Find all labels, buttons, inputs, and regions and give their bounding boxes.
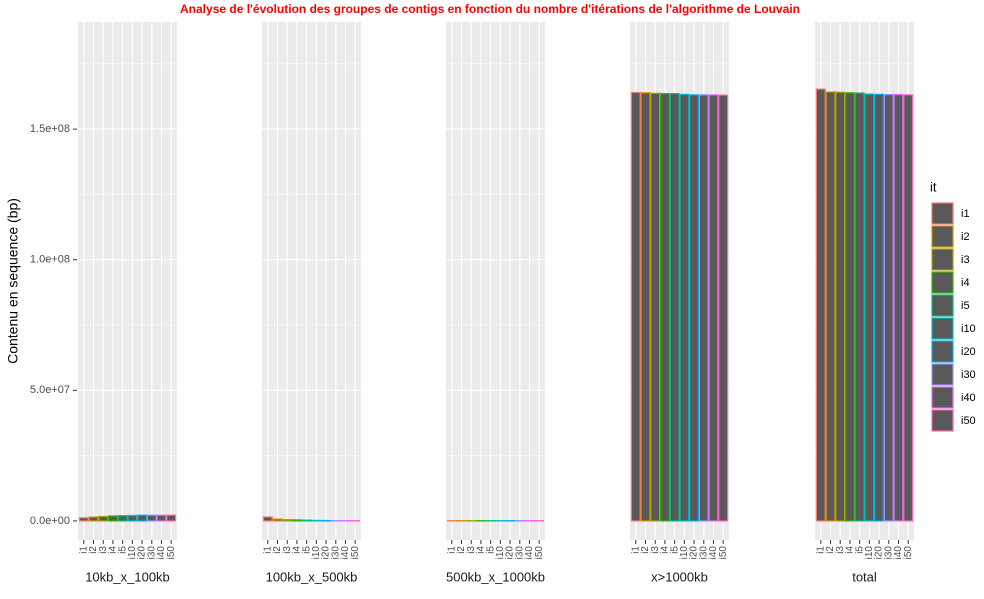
bar	[894, 95, 903, 521]
bar	[846, 93, 855, 521]
bar	[631, 93, 640, 521]
facet-label: 100kb_x_500kb	[266, 569, 358, 584]
bar	[875, 94, 884, 521]
bar	[690, 95, 699, 521]
facet-label: 10kb_x_100kb	[85, 569, 170, 584]
bar	[147, 515, 156, 521]
bar	[89, 517, 98, 521]
bar	[157, 515, 166, 521]
bar	[884, 95, 893, 521]
facet-label: x>1000kb	[651, 569, 708, 584]
legend-key	[932, 226, 953, 247]
bar	[283, 520, 292, 521]
bar	[855, 93, 864, 521]
bar	[699, 95, 708, 521]
legend-label: i40	[961, 392, 976, 404]
panel-background	[446, 22, 545, 540]
bar	[293, 520, 302, 521]
legend-label: i3	[961, 254, 970, 266]
x-tick-label: i50	[350, 546, 361, 560]
bar	[118, 516, 127, 521]
bar	[709, 95, 718, 521]
bar	[138, 515, 147, 521]
y-axis-label: Contenu en sequence (bp)	[5, 198, 21, 364]
bar	[263, 517, 272, 521]
bar	[661, 94, 670, 521]
legend-label: i1	[961, 208, 970, 220]
x-tick-label: i50	[718, 546, 729, 560]
bar	[826, 92, 835, 521]
bar	[99, 516, 108, 520]
legend-label: i10	[961, 323, 976, 335]
legend-key	[932, 272, 953, 293]
legend-label: i50	[961, 415, 976, 427]
x-tick-label: i50	[166, 546, 177, 560]
y-tick-label: 1.5e+08	[30, 123, 70, 135]
legend-key	[932, 387, 953, 408]
x-tick-label: i50	[903, 546, 914, 560]
legend-key	[932, 341, 953, 362]
panel-background	[78, 22, 177, 540]
legend-label: i4	[961, 277, 970, 289]
bar	[865, 94, 874, 521]
legend-title: it	[930, 179, 937, 194]
bar	[719, 95, 728, 521]
bar	[651, 93, 660, 521]
legend-key	[932, 318, 953, 339]
bar	[109, 516, 118, 521]
bar	[670, 94, 679, 521]
bar	[641, 93, 650, 521]
bar	[128, 515, 137, 520]
bar	[302, 520, 311, 521]
bar	[904, 95, 913, 521]
legend-key	[932, 203, 953, 224]
bar	[79, 518, 88, 521]
bar	[816, 89, 825, 521]
facet-label: 500kb_x_1000kb	[446, 569, 545, 584]
legend-label: i2	[961, 231, 970, 243]
facet-label: total	[852, 569, 877, 584]
legend-label: i30	[961, 369, 976, 381]
legend-key	[932, 249, 953, 270]
panel-background	[262, 22, 361, 540]
legend-key	[932, 410, 953, 431]
x-tick-label: i50	[534, 546, 545, 560]
legend-key	[932, 364, 953, 385]
bar	[273, 519, 282, 521]
y-tick-label: 0.0e+00	[30, 515, 70, 527]
legend-label: i20	[961, 346, 976, 358]
chart-title: Analyse de l'évolution des groupes de co…	[180, 2, 800, 16]
bar	[312, 520, 321, 521]
legend-label: i5	[961, 300, 970, 312]
bar	[167, 515, 176, 521]
y-tick-label: 5.0e+07	[30, 384, 70, 396]
y-tick-label: 1.0e+08	[30, 254, 70, 266]
bar	[836, 92, 845, 521]
bar	[680, 94, 689, 521]
legend-key	[932, 295, 953, 316]
